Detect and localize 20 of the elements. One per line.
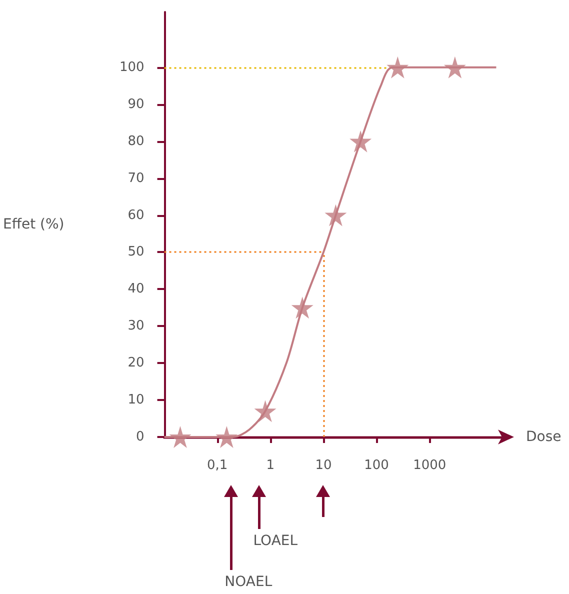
text: NOAEL [224,574,272,590]
y-tick-label: 10 [128,392,144,408]
x-tick-label: 0,1 [206,458,228,473]
y-tick-label: 0 [136,430,144,444]
y-tick-label: 30 [128,318,144,334]
x-tick-label: 1000 [413,458,446,473]
x-tick-label: 10 [315,458,332,473]
y-tick-label: 80 [128,134,144,149]
y-tick-label: 100 [119,60,144,75]
y-tick-label: 90 [128,96,144,112]
x-tick-label: 100 [364,458,389,473]
y-axis-title: Effet (%) [2,216,64,232]
y-tick-label: 60 [128,208,144,223]
y-tick-label: 40 [128,282,144,297]
x-tick-label: 1 [266,458,275,473]
y-tick-label: 70 [128,170,144,186]
text: LOAEL [253,533,298,549]
x-axis-title: Dose [526,429,562,445]
y-tick-label: 20 [128,356,144,371]
y-tick-label: 50 [128,244,144,260]
